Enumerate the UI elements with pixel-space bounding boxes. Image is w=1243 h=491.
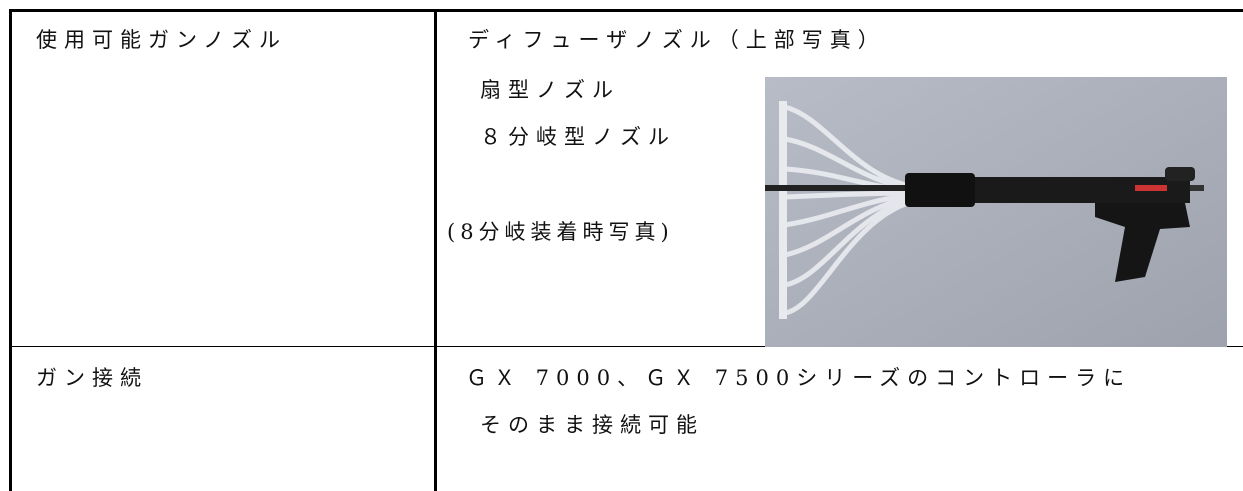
cell-line: ＧＸ 7000、ＧＸ 7500シリーズのコントローラに xyxy=(466,366,1132,390)
table-border-top xyxy=(10,9,1243,12)
row-divider xyxy=(10,346,1243,347)
row-label: 使用可能ガンノズル xyxy=(36,28,287,52)
cell-line: (8分岐装着時写真) xyxy=(447,220,674,244)
cell-line: そのまま接続可能 xyxy=(480,413,704,437)
cell-line: ８分岐型ノズル xyxy=(480,125,676,149)
table-border-left xyxy=(9,9,12,491)
product-photo xyxy=(765,77,1227,347)
row-label: ガン接続 xyxy=(36,366,148,390)
cell-line: 扇型ノズル xyxy=(480,78,620,102)
column-divider xyxy=(434,9,437,491)
cell-line: ディフューザノズル（上部写真） xyxy=(468,28,886,52)
